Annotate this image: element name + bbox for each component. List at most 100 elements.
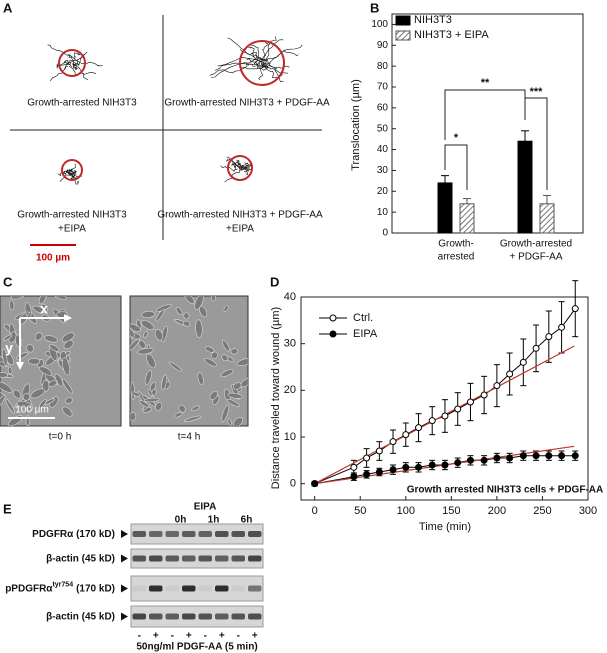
track bbox=[262, 42, 269, 61]
y-tick-label: 0 bbox=[382, 228, 388, 239]
band bbox=[231, 531, 245, 537]
marker bbox=[532, 452, 540, 460]
x-tick-label: 150 bbox=[442, 505, 460, 517]
caption: Growth-arrested NIH3T3 bbox=[17, 210, 127, 221]
caption: Growth-arrested NIH3T3 bbox=[27, 98, 137, 109]
cell bbox=[7, 366, 13, 375]
cell bbox=[9, 300, 15, 311]
track bbox=[231, 159, 240, 170]
cell bbox=[63, 340, 74, 349]
blot-strip bbox=[130, 523, 264, 545]
panel-letter: E bbox=[3, 501, 12, 516]
y-tick-label: 10 bbox=[284, 431, 296, 443]
band bbox=[132, 585, 146, 592]
marker bbox=[375, 447, 383, 455]
legend-swatch bbox=[395, 15, 411, 26]
band bbox=[182, 531, 196, 537]
lane-sign: + bbox=[186, 631, 192, 642]
caption: Growth-arrested NIH3T3 + PDGF-AA bbox=[157, 210, 323, 221]
y-tick-label: 40 bbox=[377, 144, 389, 155]
x-tick-label: Growth- bbox=[438, 239, 474, 250]
track bbox=[237, 162, 248, 176]
row-label-main: pPDGFRα bbox=[5, 583, 53, 594]
cell bbox=[155, 309, 165, 322]
row-label-main: β-actin (45 kD) bbox=[46, 553, 115, 564]
cell bbox=[143, 330, 149, 338]
cell bbox=[49, 344, 60, 352]
marker bbox=[375, 468, 383, 476]
cell bbox=[144, 370, 152, 385]
plot-frame bbox=[391, 13, 584, 234]
bar bbox=[459, 203, 475, 234]
y-tick-label: 60 bbox=[377, 102, 389, 113]
marker bbox=[428, 461, 436, 469]
band bbox=[198, 531, 212, 537]
track bbox=[63, 59, 73, 68]
marker bbox=[441, 461, 449, 469]
axis-arrow-label: y bbox=[5, 340, 13, 356]
lane-sign: + bbox=[219, 631, 225, 642]
marker bbox=[441, 412, 449, 420]
cell bbox=[197, 372, 204, 386]
legend-label: NIH3T3 + EIPA bbox=[414, 29, 489, 41]
band bbox=[231, 585, 245, 592]
y-tick-label: 30 bbox=[377, 165, 389, 176]
cell bbox=[0, 394, 6, 408]
cell bbox=[211, 351, 219, 360]
cell bbox=[2, 348, 8, 367]
scale-label: 100 µm bbox=[36, 253, 70, 264]
cell bbox=[175, 306, 183, 315]
cell bbox=[183, 415, 202, 422]
row-label-superscript: tyr754 bbox=[52, 581, 73, 588]
cell bbox=[209, 391, 218, 400]
y-tick-label: 30 bbox=[284, 338, 296, 350]
y-tick-label: 0 bbox=[290, 478, 296, 490]
band bbox=[198, 585, 212, 592]
marker bbox=[480, 391, 488, 399]
band bbox=[165, 585, 179, 592]
x-tick-label: 300 bbox=[579, 505, 597, 517]
marker bbox=[519, 452, 527, 460]
cell bbox=[130, 326, 135, 338]
x-tick-label: 50 bbox=[354, 505, 366, 517]
row-label: β-actin (45 kD) bbox=[46, 553, 115, 564]
origin-circle bbox=[58, 49, 86, 77]
cell bbox=[141, 311, 156, 318]
band bbox=[165, 555, 179, 562]
cell bbox=[230, 348, 239, 355]
band bbox=[149, 613, 163, 620]
lane-sign: - bbox=[171, 631, 174, 642]
cell bbox=[44, 335, 58, 343]
cell bbox=[34, 332, 43, 341]
cell bbox=[44, 398, 56, 405]
band bbox=[132, 555, 146, 562]
marker bbox=[454, 405, 462, 413]
cell bbox=[65, 397, 73, 404]
marker bbox=[519, 358, 527, 366]
cell bbox=[39, 366, 53, 376]
cell-layer bbox=[0, 296, 75, 426]
row-marker bbox=[121, 584, 128, 593]
cell bbox=[28, 357, 41, 365]
lane-sign: - bbox=[204, 631, 207, 642]
cell bbox=[38, 296, 48, 305]
y-axis-label: Translocation (µm) bbox=[350, 79, 362, 171]
cell bbox=[30, 388, 45, 399]
track bbox=[210, 66, 266, 78]
band bbox=[132, 613, 146, 620]
row-label-main: β-actin (45 kD) bbox=[46, 611, 115, 622]
y-tick-label: 20 bbox=[377, 186, 389, 197]
marker bbox=[402, 431, 410, 439]
cell bbox=[161, 325, 168, 343]
row-label: β-actin (45 kD) bbox=[46, 611, 115, 622]
cell bbox=[232, 417, 244, 426]
band bbox=[165, 531, 179, 537]
marker bbox=[571, 305, 579, 313]
significance-label: *** bbox=[530, 86, 544, 98]
cell bbox=[226, 399, 240, 407]
track bbox=[64, 59, 78, 69]
caption: Growth-arrested NIH3T3 + PDGF-AA bbox=[164, 98, 330, 109]
cell bbox=[12, 389, 22, 399]
x-tick-label: 250 bbox=[533, 505, 551, 517]
band bbox=[198, 555, 212, 562]
